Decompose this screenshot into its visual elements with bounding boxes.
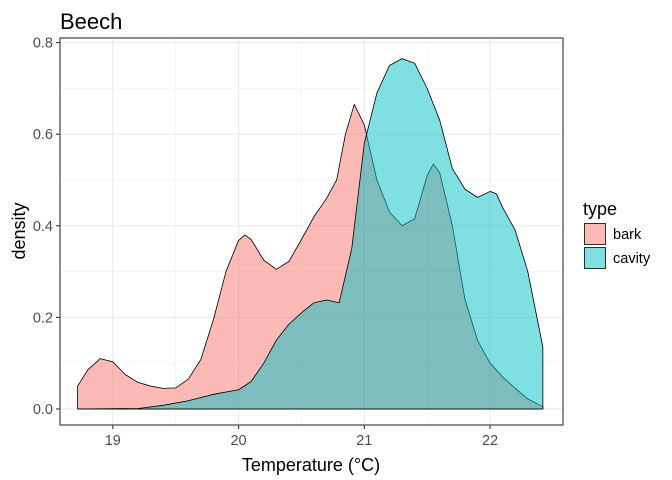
plot-area	[59, 37, 564, 426]
density-area-cavity	[77, 58, 544, 410]
x-tick-label: 21	[356, 433, 372, 449]
y-tick-label: 0.6	[33, 127, 53, 143]
chart-title: Beech	[60, 9, 122, 34]
plot-border	[59, 37, 564, 426]
legend-item-bark: bark	[583, 222, 642, 246]
y-axis: 0.0 0.2 0.4 0.6 0.8	[33, 36, 60, 418]
legend: type bark cavity	[583, 199, 651, 270]
y-axis-title: density	[9, 202, 29, 259]
x-axis: 19 20 21 22	[105, 425, 498, 449]
x-axis-title: Temperature (°C)	[242, 455, 380, 475]
x-tick-label: 19	[105, 433, 121, 449]
y-tick-label: 0.4	[33, 219, 53, 235]
legend-key-swatch	[584, 247, 606, 269]
y-tick-label: 0.2	[33, 310, 53, 326]
legend-key-swatch	[584, 223, 606, 245]
legend-label: cavity	[613, 251, 651, 267]
legend-title: type	[583, 199, 617, 219]
y-tick-label: 0.0	[33, 402, 53, 418]
legend-label: bark	[613, 227, 642, 243]
density-areas	[77, 58, 544, 410]
x-tick-label: 20	[230, 433, 246, 449]
legend-item-cavity: cavity	[583, 246, 651, 270]
y-tick-label: 0.8	[33, 36, 53, 52]
x-tick-label: 22	[482, 433, 498, 449]
